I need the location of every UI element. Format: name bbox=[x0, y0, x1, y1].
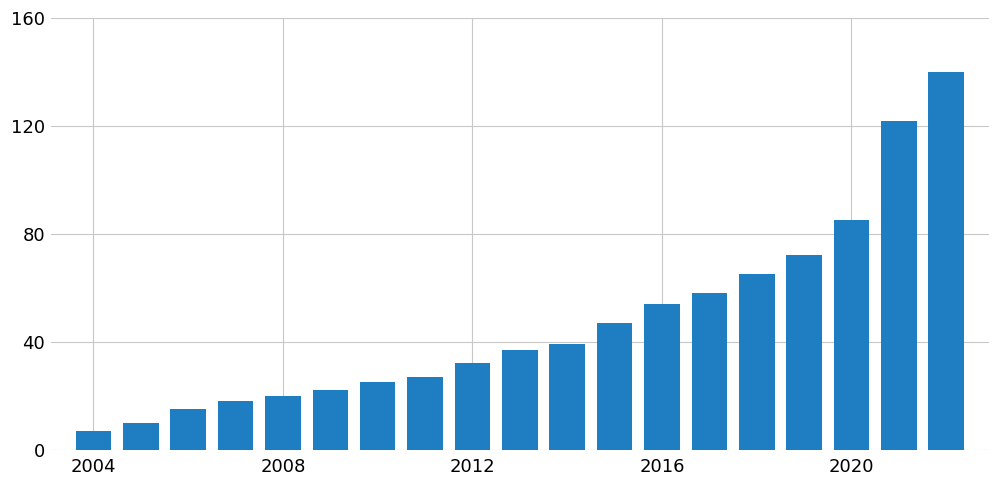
Bar bbox=[834, 220, 869, 450]
Bar bbox=[407, 377, 443, 450]
Bar bbox=[265, 395, 301, 450]
Bar bbox=[360, 382, 395, 450]
Bar bbox=[644, 304, 680, 450]
Bar bbox=[123, 423, 159, 450]
Bar bbox=[549, 344, 585, 450]
Bar bbox=[786, 255, 822, 450]
Bar bbox=[597, 323, 632, 450]
Bar bbox=[692, 293, 727, 450]
Bar bbox=[881, 121, 917, 450]
Bar bbox=[218, 401, 253, 450]
Bar bbox=[928, 72, 964, 450]
Bar bbox=[313, 390, 348, 450]
Bar bbox=[455, 363, 490, 450]
Bar bbox=[502, 350, 538, 450]
Bar bbox=[170, 409, 206, 450]
Bar bbox=[739, 274, 775, 450]
Bar bbox=[76, 431, 111, 450]
